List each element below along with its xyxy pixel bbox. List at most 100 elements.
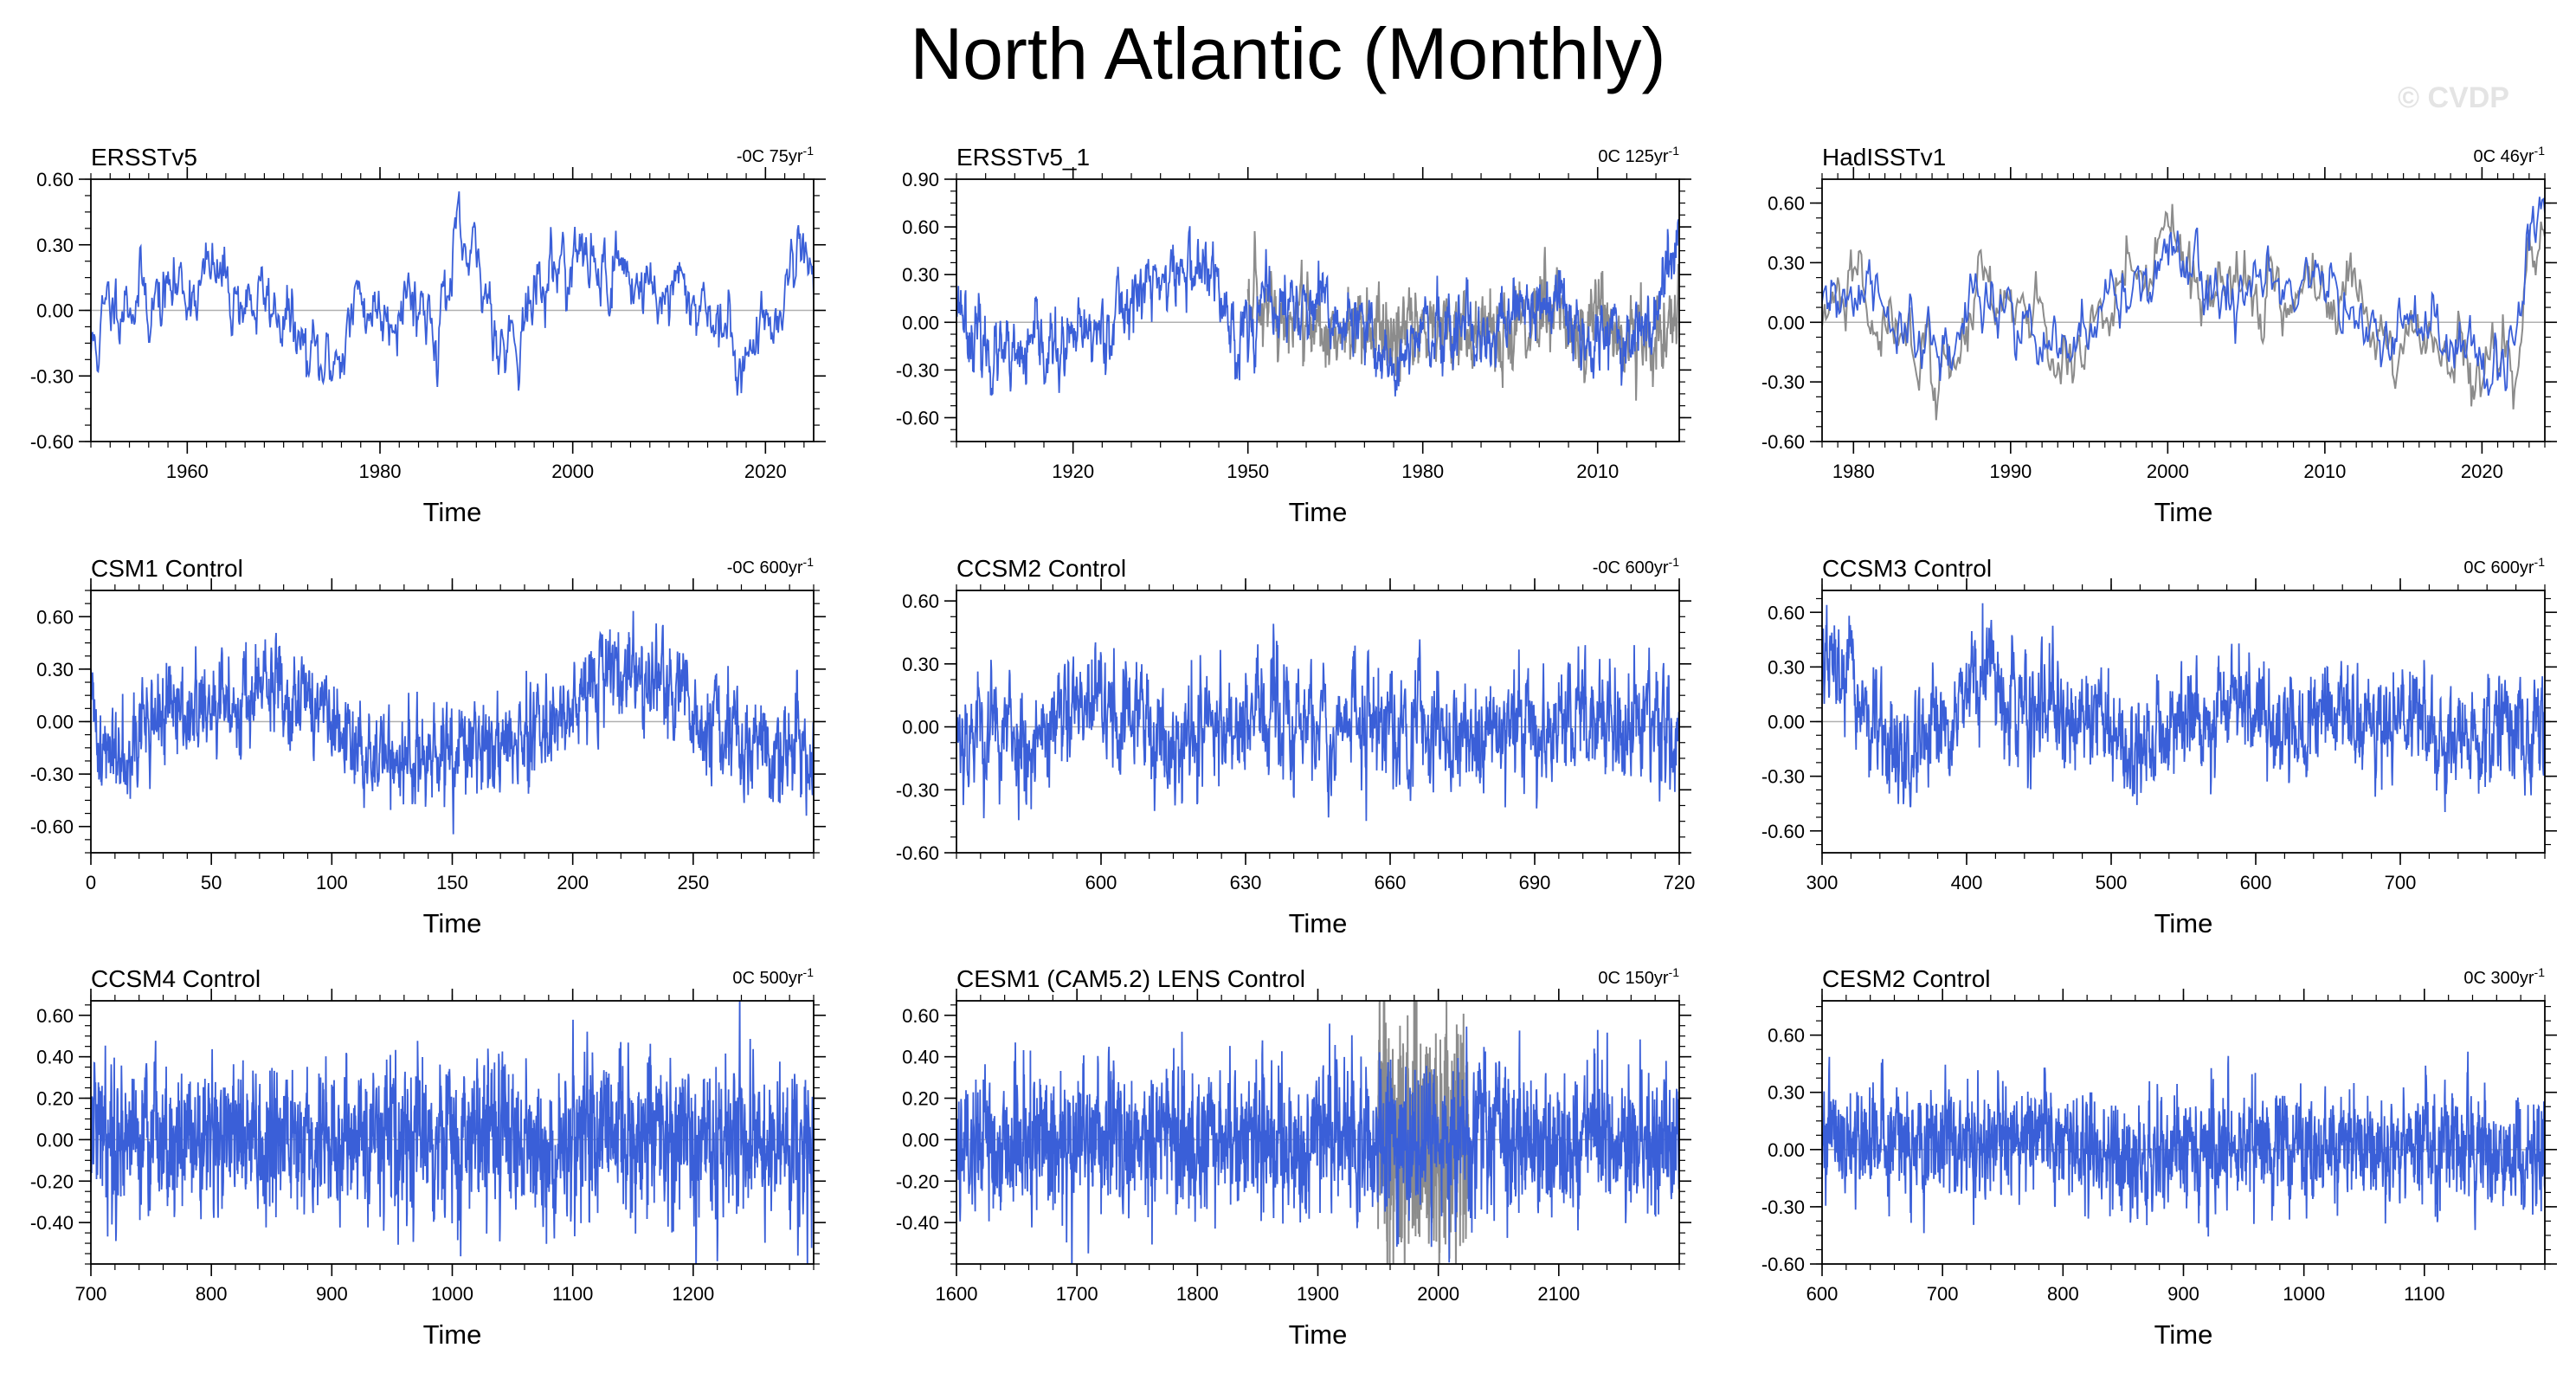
y-tick-label: 0.00 [36, 1129, 74, 1151]
x-tick-label: 1100 [552, 1283, 593, 1305]
panel-title: CCSM3 Control [1822, 555, 1992, 582]
series-line [1822, 1051, 2545, 1237]
x-tick-label: 700 [2385, 872, 2417, 893]
y-tick-label: 0.60 [1768, 602, 1805, 623]
x-tick-label: 1000 [431, 1283, 473, 1305]
panel-title: CESM2 Control [1822, 965, 1991, 992]
y-tick-label: 0.30 [902, 654, 939, 675]
panel-title: CSM1 Control [91, 555, 243, 582]
x-tick-label: 1980 [1832, 461, 1875, 482]
x-tick-label: 900 [2167, 1283, 2199, 1305]
y-tick-label: 0.00 [902, 717, 939, 738]
x-tick-label: 1980 [1401, 461, 1444, 482]
y-tick-label: 0.00 [36, 300, 74, 322]
x-tick-label: 1990 [1989, 461, 2032, 482]
trend-label: 0C 46yr-1 [2474, 144, 2546, 166]
x-tick-label: 600 [1806, 1283, 1839, 1305]
x-tick-label: 2000 [2147, 461, 2189, 482]
x-tick-label: 630 [1230, 872, 1262, 893]
x-tick-label: 2000 [551, 461, 594, 482]
y-tick-label: -0.30 [896, 359, 939, 381]
y-tick-label: 0.00 [902, 1129, 939, 1151]
chart-panel-4: CSM1 Control -0C 600yr-1 0 50 100 150 200 250 -0… [30, 555, 826, 938]
y-tick-label: -0.30 [1761, 1196, 1805, 1218]
y-tick-label: 0.60 [36, 606, 74, 628]
page-title: North Atlantic (Monthly) [910, 13, 1666, 94]
y-tick-label: 0.30 [1768, 252, 1805, 274]
y-tick-label: -0.30 [1761, 766, 1805, 788]
x-tick-label: 200 [557, 872, 589, 893]
trend-label: -0C 600yr-1 [727, 555, 814, 577]
x-tick-label: 700 [75, 1283, 107, 1305]
y-tick-label: 0.30 [1768, 1082, 1805, 1104]
y-tick-label: -0.60 [1761, 1254, 1805, 1275]
x-tick-label: 2020 [2461, 461, 2503, 482]
y-tick-label: 0.30 [1768, 656, 1805, 678]
x-tick-label: 2000 [1417, 1283, 1459, 1305]
x-axis-label: Time [423, 497, 482, 527]
x-tick-label: 2100 [1537, 1283, 1580, 1305]
y-tick-label: -0.60 [1761, 431, 1805, 453]
y-tick-label: 0.20 [36, 1088, 74, 1110]
x-tick-label: 800 [2047, 1283, 2079, 1305]
x-tick-label: 1800 [1176, 1283, 1219, 1305]
y-tick-label: 0.30 [902, 264, 939, 286]
x-tick-label: 250 [677, 872, 709, 893]
x-tick-label: 1100 [2404, 1283, 2444, 1305]
y-tick-label: 0.00 [1768, 312, 1805, 333]
x-axis-label: Time [423, 1319, 482, 1350]
x-tick-label: 600 [2240, 872, 2272, 893]
x-tick-label: 50 [201, 872, 222, 893]
watermark: © CVDP [2398, 81, 2509, 114]
x-axis-label: Time [2154, 497, 2213, 527]
x-tick-label: 400 [1951, 872, 1983, 893]
x-tick-label: 1200 [672, 1283, 714, 1305]
series-line [1822, 603, 2545, 813]
panel-title: CESM1 (CAM5.2) LENS Control [956, 965, 1305, 992]
series-line [1822, 197, 2545, 397]
x-tick-label: 1700 [1056, 1283, 1098, 1305]
y-tick-label: 0.60 [902, 216, 939, 238]
x-tick-label: 1000 [2283, 1283, 2325, 1305]
x-tick-label: 1960 [166, 461, 209, 482]
y-tick-label: -0.40 [896, 1212, 939, 1234]
chart-panel-7: CCSM4 Control 0C 500yr-1 700 800 900 1000 1100… [30, 965, 826, 1350]
x-tick-label: 2010 [2303, 461, 2346, 482]
x-axis-label: Time [1289, 1319, 1348, 1350]
x-axis-label: Time [2154, 908, 2213, 938]
y-tick-label: -0.30 [1761, 371, 1805, 393]
chart-panel-2: ERSSTv5_1 0C 125yr-1 1920 1950 1980 2010 -0.60… [896, 144, 1691, 527]
trend-label: 0C 500yr-1 [732, 965, 814, 988]
y-tick-label: 0.40 [36, 1047, 74, 1068]
trend-label: 0C 150yr-1 [1598, 965, 1679, 988]
y-tick-label: -0.60 [896, 842, 939, 864]
series-line [91, 191, 814, 396]
x-tick-label: 2010 [1576, 461, 1619, 482]
y-tick-label: 0.30 [36, 235, 74, 256]
y-tick-label: 0.60 [902, 1005, 939, 1027]
y-tick-label: -0.20 [896, 1170, 939, 1192]
y-tick-label: 0.30 [36, 659, 74, 680]
series-line [91, 1001, 814, 1264]
chart-panel-6: CCSM3 Control 0C 600yr-1 300 400 500 600 700 -0… [1761, 555, 2557, 938]
series-line [956, 219, 1679, 397]
trend-label: 0C 600yr-1 [2463, 555, 2545, 577]
chart-panel-5: CCSM2 Control -0C 600yr-1 600 630 660 690 720 -… [896, 555, 1696, 938]
chart-panel-9: CESM2 Control 0C 300yr-1 600 700 800 900 1000 1… [1761, 965, 2557, 1350]
trend-label: -0C 600yr-1 [1593, 555, 1679, 577]
x-tick-label: 500 [2096, 872, 2128, 893]
x-tick-label: 1600 [936, 1283, 978, 1305]
panel-title: HadISSTv1 [1822, 144, 1946, 171]
x-tick-label: 150 [436, 872, 468, 893]
y-tick-label: 0.00 [902, 312, 939, 333]
x-tick-label: 1980 [359, 461, 402, 482]
x-tick-label: 660 [1375, 872, 1407, 893]
x-axis-label: Time [1289, 497, 1348, 527]
x-tick-label: 900 [316, 1283, 348, 1305]
y-tick-label: -0.60 [30, 816, 74, 838]
y-tick-label: -0.30 [896, 779, 939, 801]
panel-title: CCSM2 Control [956, 555, 1126, 582]
y-tick-label: -0.30 [30, 365, 74, 387]
x-axis-label: Time [423, 908, 482, 938]
